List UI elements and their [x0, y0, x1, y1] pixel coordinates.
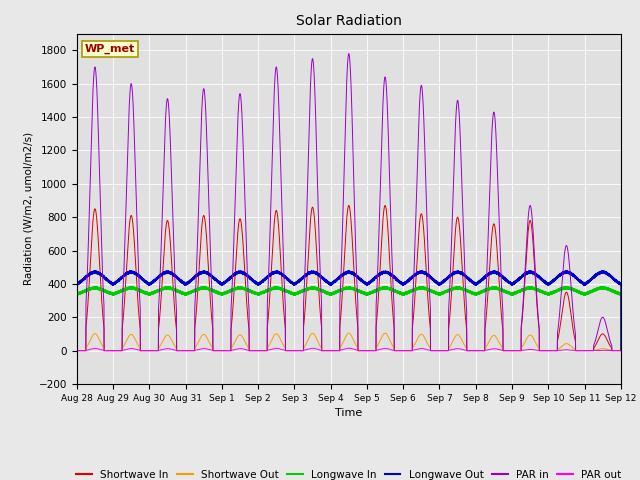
Title: Solar Radiation: Solar Radiation — [296, 14, 402, 28]
Text: WP_met: WP_met — [85, 44, 135, 54]
Legend: Shortwave In, Shortwave Out, Longwave In, Longwave Out, PAR in, PAR out: Shortwave In, Shortwave Out, Longwave In… — [72, 466, 625, 480]
X-axis label: Time: Time — [335, 408, 362, 418]
Y-axis label: Radiation (W/m2, umol/m2/s): Radiation (W/m2, umol/m2/s) — [23, 132, 33, 286]
